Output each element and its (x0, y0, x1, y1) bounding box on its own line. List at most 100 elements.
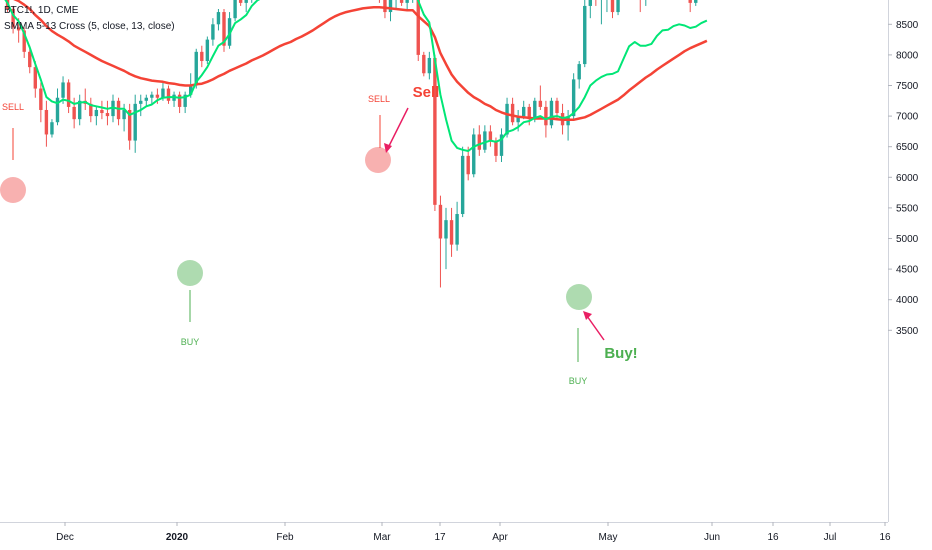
candle-down (116, 100, 121, 120)
candle-up (460, 155, 465, 215)
candle-down (538, 100, 543, 107)
candle-up (455, 214, 459, 245)
candle-down (527, 106, 531, 120)
buy-label: BUY (181, 337, 200, 347)
candle-up (583, 5, 587, 65)
candle-up (94, 109, 99, 117)
price-tick-label: 7000 (896, 112, 919, 123)
price-tick-label: 4500 (896, 265, 919, 276)
candle-up (205, 39, 210, 62)
candle-up (499, 134, 504, 156)
candle-down (510, 103, 515, 123)
candle-up (549, 100, 554, 126)
candle-down (72, 106, 76, 120)
candle-up (444, 220, 448, 239)
price-tick-label: 8500 (896, 20, 919, 31)
candle-down (544, 106, 548, 126)
candle-up (78, 100, 82, 120)
candle-down (177, 94, 182, 107)
candle-down (422, 54, 426, 74)
indicator-title: SMMA 5-13 Cross (5, close, 13, close) (4, 21, 175, 32)
sell-arrowhead-icon (384, 143, 392, 153)
candle-up (588, 0, 592, 6)
candle-down (44, 109, 49, 135)
candle-down (610, 0, 615, 13)
candle-up (211, 24, 215, 40)
candle-up (616, 0, 620, 13)
candle-up (405, 0, 409, 3)
candle-up (483, 131, 487, 150)
candle-up (577, 64, 581, 80)
candle-up (505, 103, 509, 135)
candle-down (155, 94, 160, 98)
candle-down (488, 131, 493, 141)
buy-arrowhead-icon (583, 311, 592, 320)
time-tick-label: 17 (434, 532, 446, 543)
candle-down (477, 134, 481, 150)
price-tick-label: 6500 (896, 142, 919, 153)
buy-cross-highlight (566, 284, 592, 310)
candle-up (533, 100, 537, 120)
candle-up (139, 100, 143, 104)
candle-up (189, 85, 193, 95)
buy-arrow (586, 315, 605, 341)
time-tick-label: Dec (56, 532, 74, 543)
candle-down (238, 0, 243, 3)
price-tick-label: 4000 (896, 295, 919, 306)
candle-down (688, 0, 692, 3)
time-tick-label: May (599, 532, 618, 543)
time-tick-label: Mar (373, 532, 391, 543)
candle-down (416, 0, 420, 55)
time-tick-label: Jun (704, 532, 720, 543)
buy-cross-highlight (177, 260, 203, 286)
candle-down (22, 30, 26, 52)
buy-callout: Buy! (604, 345, 637, 362)
candle-down (383, 0, 387, 13)
candle-down (100, 109, 104, 114)
candle-up (233, 0, 237, 19)
time-tick-label: 16 (767, 532, 779, 543)
candle-down (33, 67, 37, 89)
candle-up (50, 122, 54, 135)
time-tick-label: 16 (879, 532, 891, 543)
price-tick-label: 5500 (896, 203, 919, 214)
candle-up (183, 94, 187, 107)
candle-down (433, 57, 437, 205)
candle-down (11, 9, 15, 28)
candle-down (105, 113, 110, 117)
candle-up (161, 88, 165, 98)
candle-up (388, 0, 393, 13)
sell-label: SELL (2, 102, 24, 112)
candle-up (694, 0, 698, 3)
symbol-title: BTC1!, 1D, CME (4, 5, 79, 16)
candle-down (222, 12, 226, 46)
candle-down (494, 140, 498, 156)
buy-label: BUY (569, 376, 588, 386)
sell-arrow (387, 107, 409, 149)
candle-up (244, 0, 248, 3)
candle-up (55, 97, 60, 123)
price-tick-label: 5000 (896, 234, 919, 245)
candle-down (466, 155, 470, 175)
candle-down (89, 103, 93, 117)
candle-down (16, 27, 21, 31)
smma-5-line (4, 0, 708, 152)
candle-down (438, 204, 443, 239)
sell-label: SELL (368, 94, 390, 104)
sell-callout: Sell (413, 84, 440, 101)
candle-up (516, 116, 520, 123)
candle-up (133, 103, 137, 141)
candle-up (571, 79, 576, 117)
time-tick-label: Jul (824, 532, 837, 543)
candle-down (200, 51, 204, 62)
time-tick-label: Feb (276, 532, 294, 543)
candle-down (449, 220, 454, 245)
candle-down (28, 51, 32, 68)
sell-cross-highlight (365, 147, 391, 173)
smma-13-line (13, 0, 708, 122)
candle-up (122, 109, 126, 120)
candle-up (61, 82, 65, 98)
candle-up (472, 134, 476, 175)
